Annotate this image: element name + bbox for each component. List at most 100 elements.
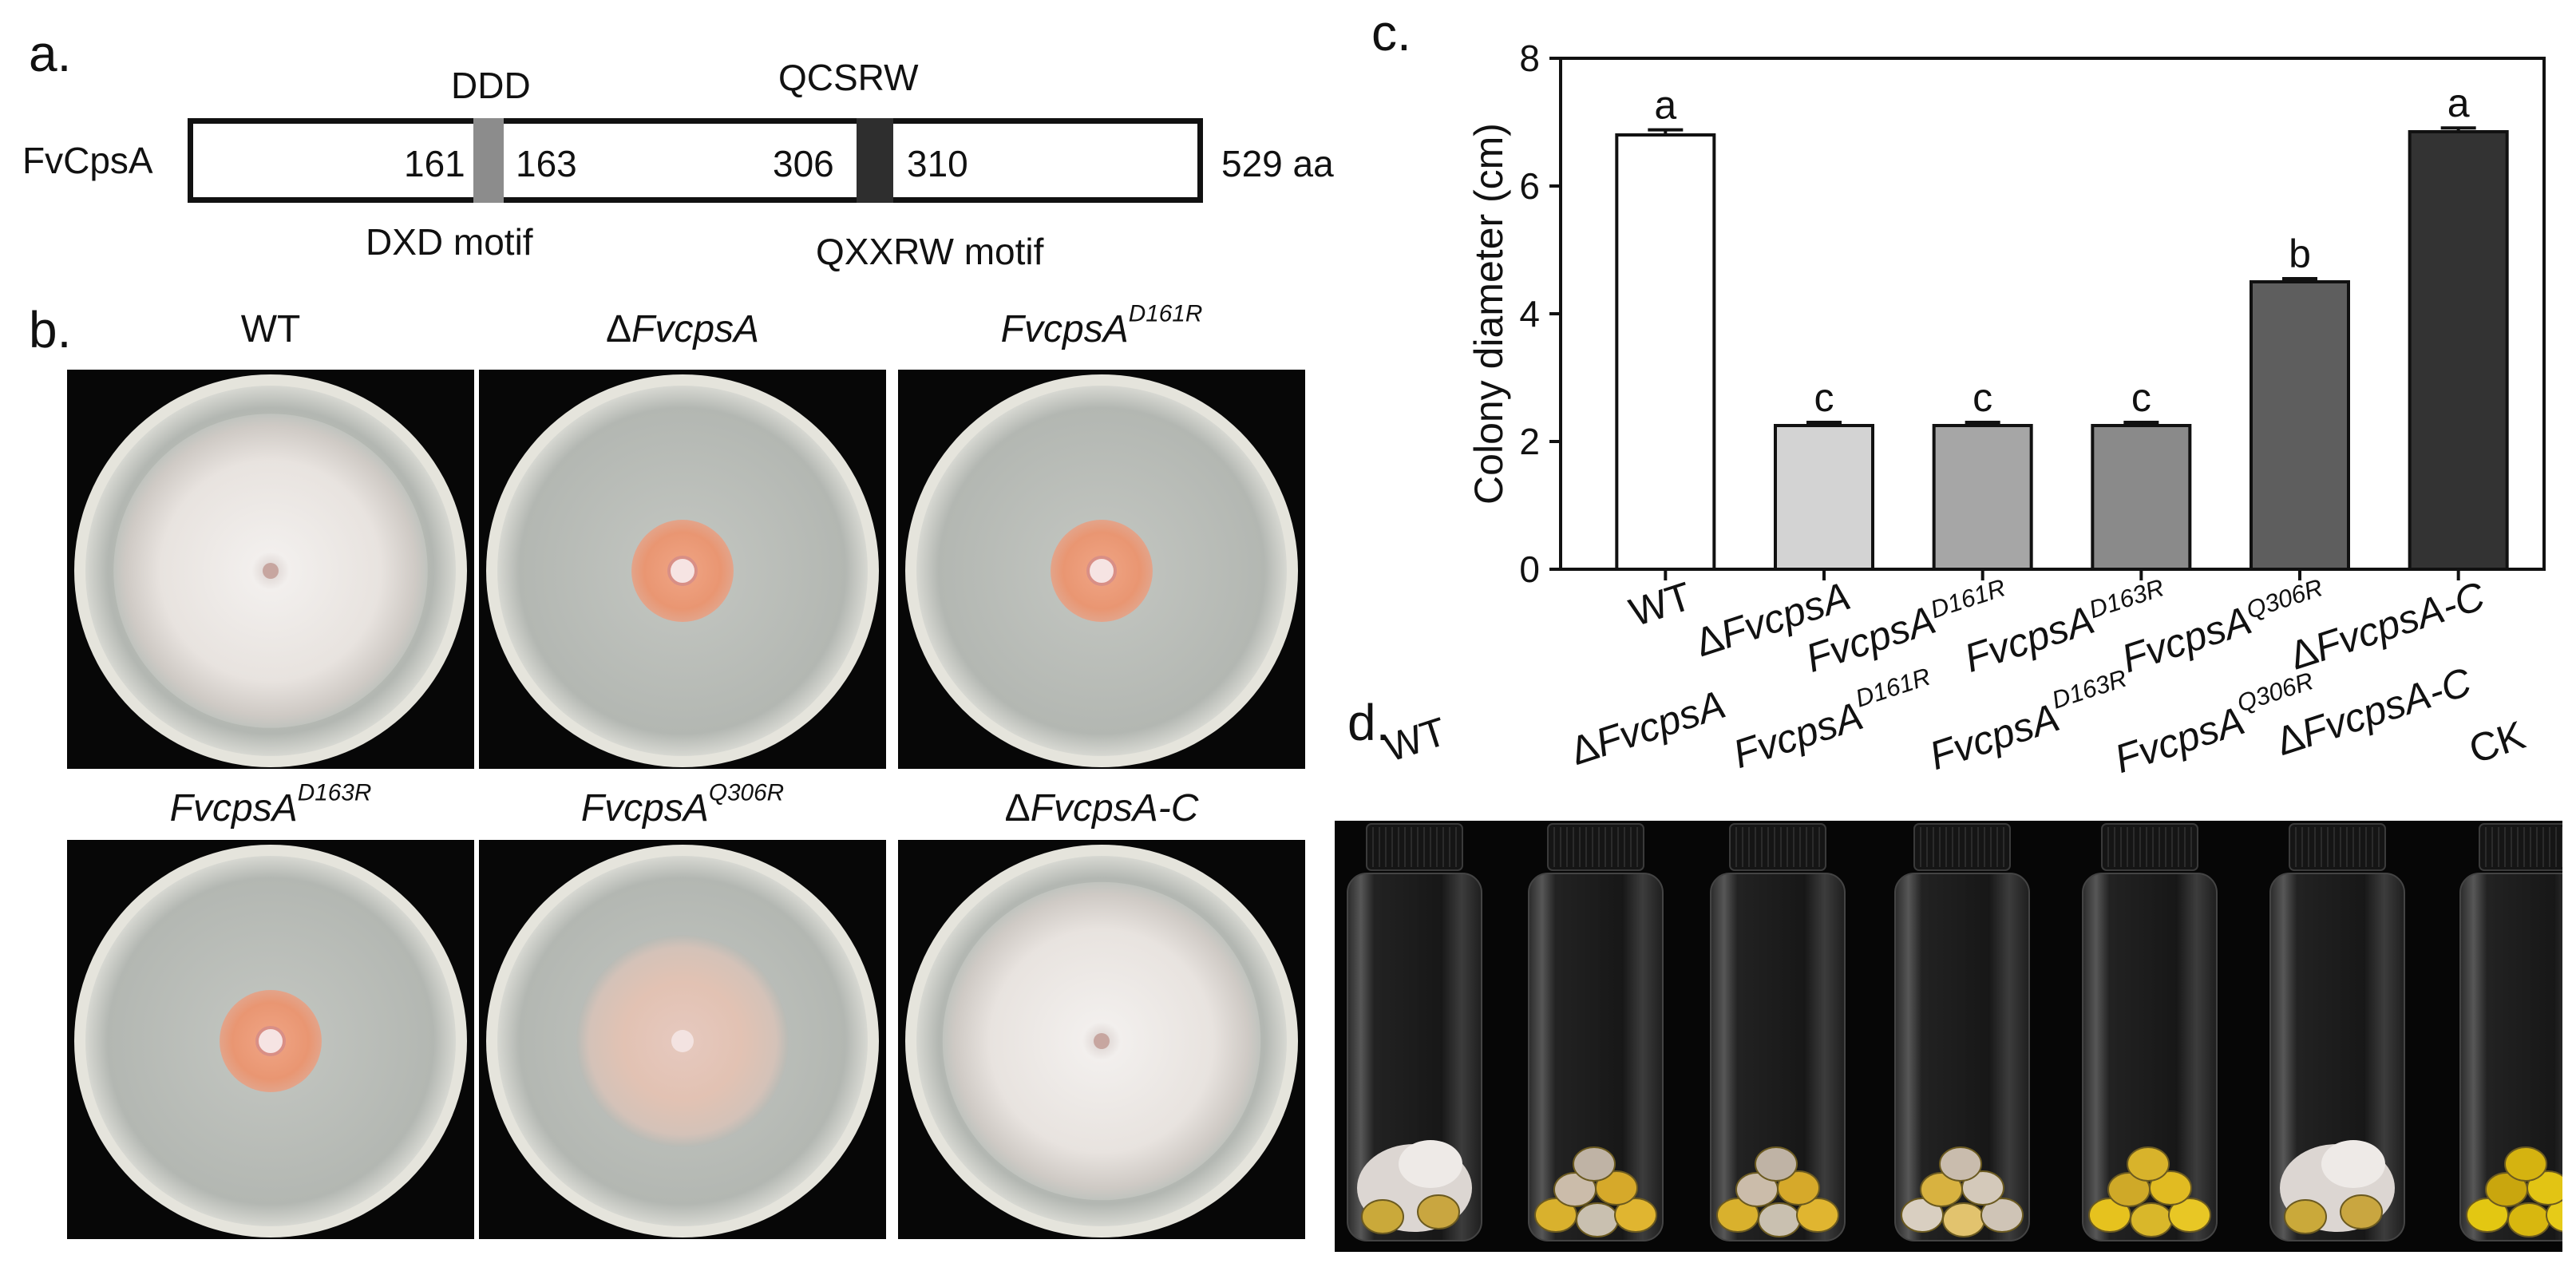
vial-cap [2479,823,2562,871]
vial-cap [1729,823,1826,871]
panel-b-label: b. [29,301,72,358]
corn-kernel [1755,1146,1798,1182]
x-category-label-name: FvcpsA [1959,597,2099,681]
corn-kernel [1796,1198,1839,1233]
dish-title-1: WT [63,307,478,351]
mycelium-mass [2321,1140,2385,1188]
bar [1615,133,1716,571]
y-tick-label: 2 [1519,421,1540,462]
corn-kernel [2546,1198,2562,1233]
corn-kernel [2504,1146,2547,1182]
corn-kernel [1361,1199,1404,1234]
vial-body [1528,873,1664,1241]
significance-label: c [1814,375,1834,420]
significance-label: b [2289,232,2311,276]
panel-c-label: c. [1371,4,1411,61]
corn-kernel [1777,1170,1820,1206]
dish-title-4-name: FvcpsA [169,787,298,830]
corn-kernel [1614,1198,1657,1233]
vial-5 [2082,823,2218,1241]
motif2-start: 306 [773,143,834,184]
y-axis-label: Colony diameter (cm) [1469,123,1511,505]
panel-a-label: a. [29,25,72,82]
vial-body [1894,873,2030,1241]
y-tick-label: 0 [1519,548,1540,590]
bar [2091,424,2192,571]
bar [2408,130,2509,571]
vial-2 [1528,823,1664,1241]
dish-title-2-name: FvcpsA [631,308,760,350]
y-tick-label: 8 [1519,38,1540,79]
protein-domain-box [188,118,1203,203]
vial-4 [1894,823,2030,1241]
dxd-motif-block [473,118,504,203]
vial-6 [2269,823,2405,1241]
vial-7 [2459,823,2562,1241]
dish-title-4: FvcpsAD163R [63,781,478,830]
dish-title-3-allele: D161R [1128,300,1203,327]
corn-kernel [2168,1198,2211,1233]
inoculum-plug [1086,556,1117,586]
motif1-top-label: DDD [451,65,531,106]
corn-kernel [2127,1146,2170,1182]
vial-cap [1366,823,1463,871]
motif1-start: 161 [404,143,465,184]
motif2-top-label: QCSRW [778,57,919,98]
y-tick-label: 6 [1519,165,1540,207]
inoculum-plug [667,556,698,586]
motif2-end: 310 [907,143,968,184]
petri-dish-1 [67,370,474,769]
significance-label: a [1654,83,1676,128]
corn-kernel [1417,1194,1460,1230]
inoculum-plug [1094,1033,1110,1049]
dish-title-3: FvcpsAD161R [894,302,1309,351]
corn-kernel [1573,1146,1616,1182]
vial-body [2459,873,2562,1241]
bar [1932,424,2033,571]
x-category-label: WT [1624,573,1696,635]
corn-kernel-vials-photo [1335,821,2562,1252]
significance-label: c [1973,375,1992,420]
x-category-label-name: FvcpsA [2309,587,2450,671]
vial-body [1710,873,1846,1241]
bar [2250,280,2350,571]
vial-cap [1913,823,2011,871]
corn-kernel [2527,1170,2562,1206]
protein-name: FvCpsA [22,140,153,181]
petri-dish-3 [898,370,1305,769]
x-category-label-allele: Q306R [2243,573,2326,624]
dish-title-6: ΔFvcpsA-C [894,786,1309,830]
mycelium-mass [1399,1140,1462,1188]
dish-title-3-name: FvcpsA [1000,308,1129,350]
x-category-label-name: FvcpsA [2116,598,2257,682]
corn-kernel [2284,1199,2327,1234]
dish-title-5-name: FvcpsA [580,787,709,830]
inoculum-plug [263,563,279,579]
inoculum-plug [255,1026,286,1056]
dish-title-5-allele: Q306R [708,779,785,806]
vial-cap [2289,823,2386,871]
x-category-label-allele: D161R [1927,573,2009,624]
motif1-end: 163 [516,143,577,184]
corn-kernel [1942,1202,1985,1237]
corn-kernel [1758,1202,1801,1237]
dish-title-6-suffix: -C [1157,787,1199,830]
motif1-bottom-label: DXD motif [366,221,533,263]
corn-kernel [1576,1202,1619,1237]
vial-body [2082,873,2218,1241]
dish-title-1-name: WT [240,308,301,350]
significance-label: c [2131,375,2151,420]
vial-cap [1547,823,1644,871]
corn-kernel [1595,1170,1638,1206]
petri-dish-5 [479,840,886,1239]
corn-kernel [2130,1202,2173,1237]
petri-dish-2 [479,370,886,769]
dish-title-6-name: FvcpsA [1030,787,1158,830]
dish-title-2: ΔFvcpsA [475,307,890,351]
panel-d-label: d. [1347,694,1391,751]
petri-dish-4 [67,840,474,1239]
vial-1 [1347,823,1482,1241]
y-tick-label: 4 [1519,293,1540,335]
motif2-bottom-label: QXXRW motif [816,231,1044,272]
